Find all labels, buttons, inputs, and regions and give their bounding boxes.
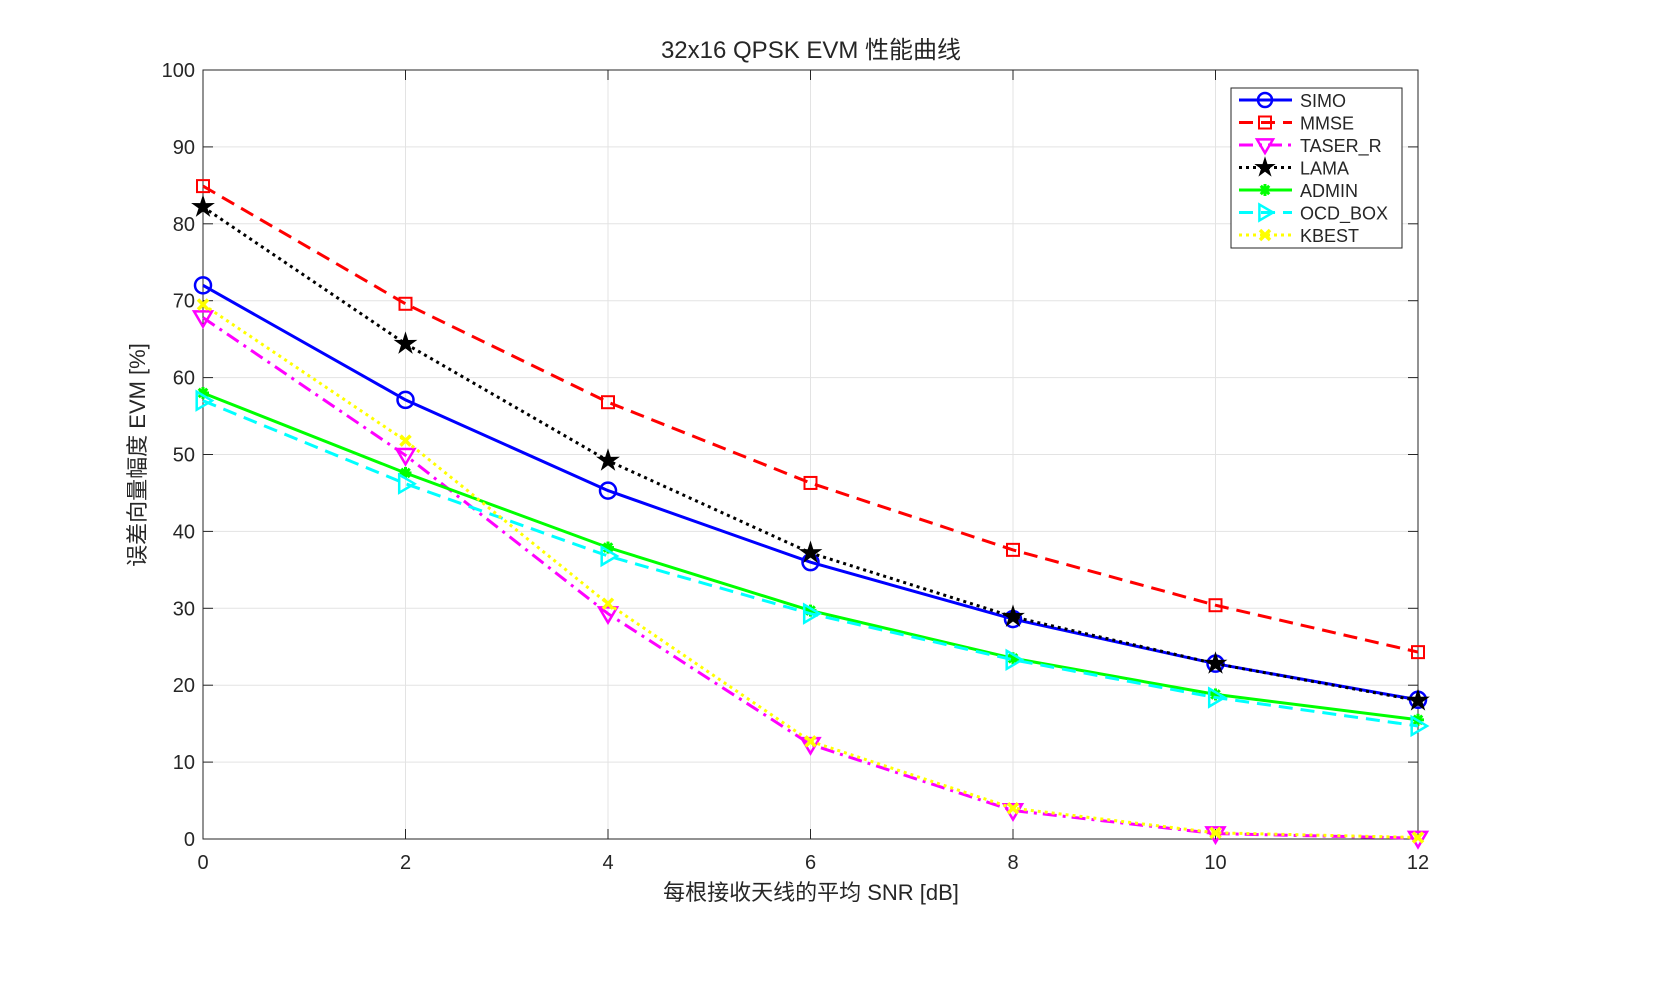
marker-star — [1254, 156, 1276, 177]
marker-x-stroke — [1411, 831, 1425, 844]
legend-item-mmse: MMSE — [1239, 114, 1354, 134]
marker-x — [1411, 831, 1425, 844]
marker-x-stroke — [196, 298, 210, 311]
marker-square — [196, 179, 210, 194]
marker-triangle-right — [1207, 686, 1227, 709]
marker-triangle-right — [802, 602, 822, 625]
marker-x — [1006, 802, 1020, 815]
marker-square — [1411, 645, 1425, 660]
legend-item-ocd_box: OCD_BOX — [1239, 202, 1388, 225]
series-kbest — [196, 298, 1425, 844]
y-tick-label: 40 — [173, 521, 195, 543]
series-line — [202, 399, 1419, 728]
marker-x — [399, 434, 412, 447]
marker-x-stroke — [804, 735, 817, 748]
marker-triangle-right — [195, 389, 215, 412]
legend-item-admin: ADMIN — [1239, 181, 1358, 201]
marker-square — [601, 395, 615, 410]
marker-star — [393, 331, 418, 354]
marker-circle — [1256, 91, 1274, 109]
marker-star — [1001, 604, 1025, 627]
marker-triangle-right — [1258, 202, 1276, 223]
y-tick-label: 50 — [173, 445, 195, 467]
marker-star — [1203, 651, 1228, 674]
marker-circle — [193, 276, 213, 295]
marker-star — [798, 540, 823, 564]
axes-box — [202, 69, 1419, 840]
marker-triangle-right — [1005, 648, 1025, 672]
marker-triangle-right — [1410, 714, 1430, 738]
y-tick-label: 80 — [173, 214, 195, 236]
series-line — [202, 184, 1419, 654]
y-axis-label: 误差向量幅度 EVM [%] — [125, 343, 150, 567]
legend-item-kbest: KBEST — [1239, 226, 1359, 246]
marker-x-stroke — [1006, 802, 1020, 815]
y-tick-label: 20 — [173, 675, 195, 697]
legend-label: TASER_R — [1300, 136, 1382, 157]
series-mmse — [196, 179, 1425, 660]
marker-triangle-right — [600, 544, 620, 568]
series-ocd_box — [195, 389, 1430, 738]
x-tick-label: 4 — [602, 852, 613, 874]
y-tick-label: 100 — [162, 60, 195, 82]
marker-star — [191, 194, 215, 217]
marker-star — [596, 448, 620, 471]
series-line — [202, 316, 1419, 840]
y-tick-label: 90 — [173, 137, 195, 159]
marker-x — [196, 298, 210, 311]
marker-triangle-down — [394, 447, 417, 467]
y-tick-label: 70 — [173, 291, 195, 313]
x-tick-label: 2 — [400, 852, 411, 874]
marker-x — [601, 597, 615, 610]
x-tick-label: 10 — [1204, 852, 1226, 874]
series-lama — [191, 194, 1430, 711]
marker-asterisk-stroke — [1259, 184, 1271, 196]
marker-triangle-down — [191, 310, 215, 330]
legend-item-simo: SIMO — [1239, 91, 1346, 111]
x-tick-label: 0 — [197, 852, 208, 874]
marker-square — [398, 296, 413, 311]
legend-label: LAMA — [1300, 159, 1349, 179]
x-axis-label: 每根接收天线的平均 SNR [dB] — [663, 880, 959, 905]
y-tick-label: 30 — [173, 598, 195, 620]
x-tick-label: 6 — [805, 852, 816, 874]
marker-circle — [396, 390, 415, 410]
marker-x-stroke — [601, 597, 615, 610]
marker-star — [1406, 688, 1430, 711]
marker-x-stroke — [1209, 826, 1222, 840]
marker-square — [1006, 542, 1020, 557]
legend-item-taser_r: TASER_R — [1239, 136, 1382, 157]
marker-x-stroke — [399, 434, 412, 447]
legend-label: ADMIN — [1300, 181, 1358, 201]
legend-label: SIMO — [1300, 91, 1346, 111]
marker-asterisk — [1259, 184, 1271, 196]
marker-x — [804, 735, 817, 748]
marker-triangle-right — [397, 472, 417, 495]
marker-circle — [598, 481, 618, 500]
marker-asterisk-stroke — [197, 387, 209, 399]
marker-x — [1258, 228, 1272, 242]
marker-triangle-down — [1254, 138, 1276, 156]
y-tick-label: 10 — [173, 752, 195, 774]
marker-triangle-down — [596, 606, 620, 626]
x-tick-label: 12 — [1407, 852, 1429, 874]
marker-x-stroke — [1258, 228, 1272, 242]
marker-asterisk-stroke — [1210, 689, 1221, 700]
marker-x — [1209, 826, 1222, 840]
chart-title: 32x16 QPSK EVM 性能曲线 — [661, 37, 961, 64]
x-tick-label: 8 — [1007, 852, 1018, 874]
legend-label: KBEST — [1300, 226, 1359, 246]
marker-square — [803, 475, 818, 490]
y-tick-label: 60 — [173, 368, 195, 390]
legend-label: OCD_BOX — [1300, 204, 1388, 225]
legend-label: MMSE — [1300, 114, 1354, 134]
y-tick-label: 0 — [184, 829, 195, 851]
marker-square — [1208, 598, 1223, 613]
marker-square — [1258, 115, 1272, 130]
legend-item-lama: LAMA — [1239, 156, 1349, 179]
